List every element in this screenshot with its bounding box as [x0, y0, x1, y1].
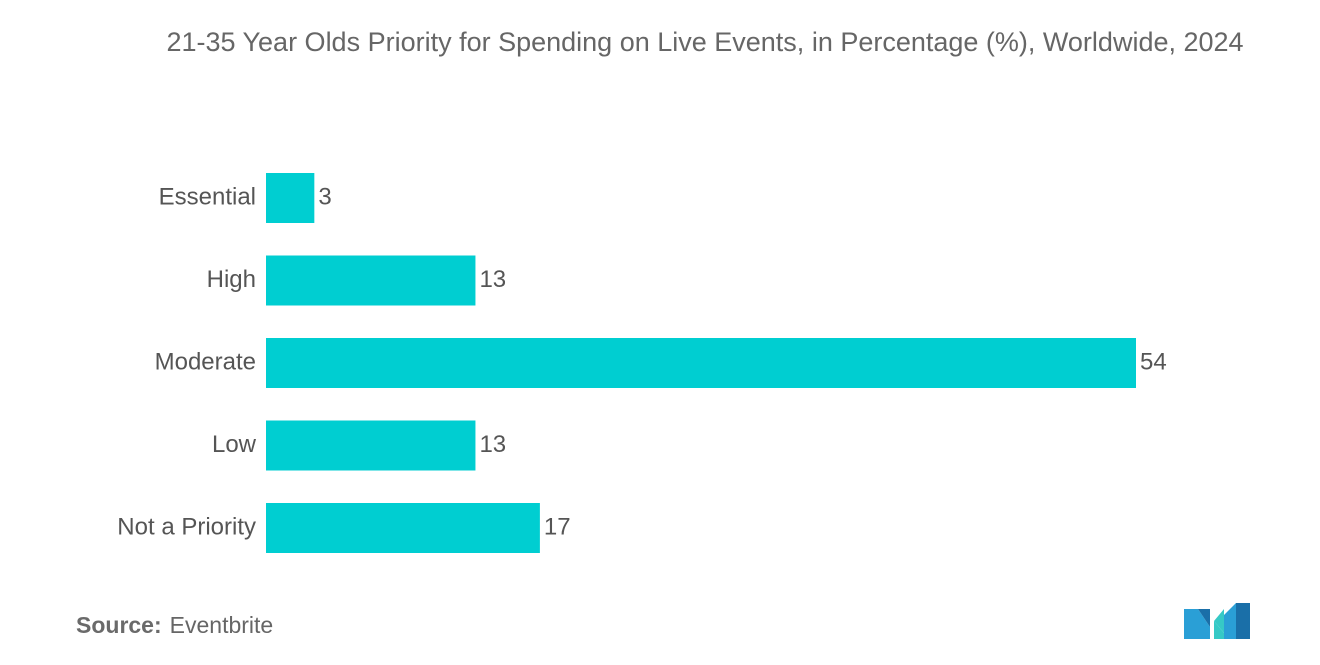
category-label: High: [207, 266, 256, 293]
category-label: Low: [212, 431, 257, 458]
bar-high: [266, 255, 476, 306]
bar-chart: Essential 3 High 13 Moderate 54 Low 13 Not a Pri…: [117, 173, 1167, 553]
source-label: Source:: [76, 612, 162, 638]
source-value: Eventbrite: [169, 612, 274, 638]
source-note: Source: Eventbrite: [76, 612, 273, 639]
chart-title: 21-35 Year Olds Priority for Spending on…: [166, 27, 1244, 57]
data-label: 13: [479, 266, 506, 293]
data-label: 13: [479, 431, 506, 458]
category-label: Moderate: [155, 348, 256, 375]
bar-not-a-priority: [266, 503, 540, 553]
data-label: 17: [544, 513, 571, 540]
brand-logo-icon: [1184, 603, 1250, 639]
category-label: Essential: [159, 183, 256, 210]
data-label: 54: [1140, 348, 1167, 375]
bar-essential: [266, 173, 315, 223]
bar-moderate: [266, 338, 1136, 388]
category-label: Not a Priority: [117, 513, 256, 540]
bar-low: [266, 420, 476, 471]
data-label: 3: [318, 183, 331, 210]
